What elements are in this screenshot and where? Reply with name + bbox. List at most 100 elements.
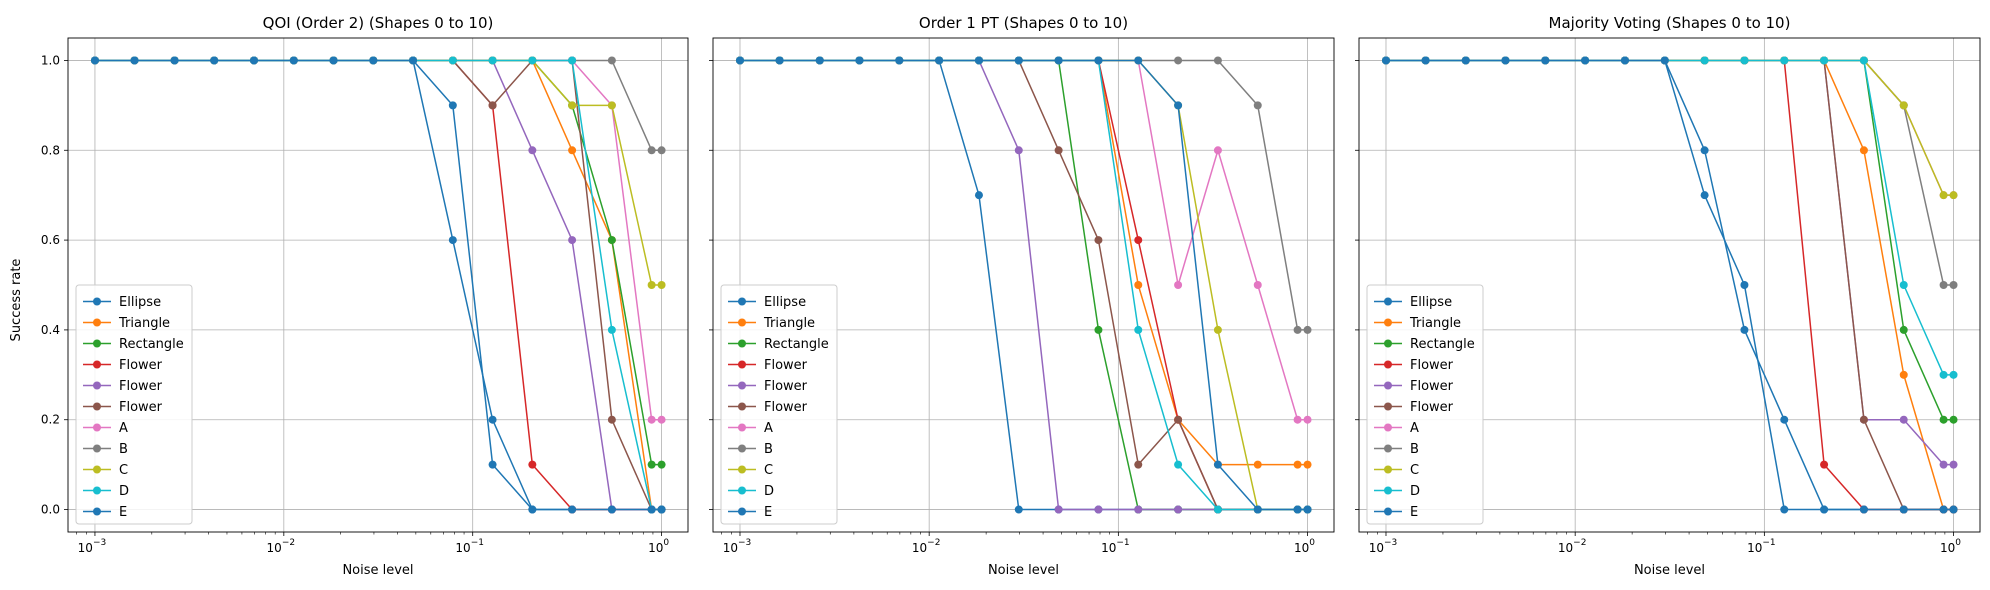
data-point (1253, 460, 1262, 469)
data-point (1014, 146, 1023, 155)
data-point (1134, 236, 1143, 245)
data-point (1303, 505, 1312, 514)
data-point (974, 191, 983, 200)
x-tick-label: 10−2 (912, 538, 941, 555)
data-point (1740, 325, 1749, 334)
data-point (1014, 505, 1023, 514)
data-point (607, 236, 616, 245)
data-point (1780, 415, 1789, 424)
data-point (1700, 146, 1709, 155)
data-point (1740, 281, 1749, 289)
legend-label: Flower (119, 358, 163, 373)
legend-entry: C (83, 463, 128, 478)
legend-marker (1384, 444, 1392, 453)
panels: QOI (Order 2) (Shapes 0 to 10) 0.0 0.2 0.4 0… (41, 14, 1981, 578)
legend: Ellipse Triangle Rectangle Flower Flower Flow… (720, 284, 838, 525)
data-point (1461, 56, 1470, 65)
data-point (568, 101, 577, 110)
data-point (488, 415, 497, 424)
data-point (1094, 56, 1103, 65)
data-point (249, 56, 258, 65)
data-point (657, 460, 666, 469)
data-point (528, 460, 537, 469)
x-tick-label: 10−1 (455, 538, 484, 555)
legend-label: Flower (119, 379, 163, 394)
series-10 (735, 56, 1312, 514)
legend-entry: Triangle (728, 316, 815, 331)
x-tick-base: 10 (648, 541, 663, 555)
data-point (1174, 101, 1183, 110)
legend-entry: Ellipse (728, 295, 806, 310)
data-point (1134, 460, 1143, 469)
data-point (528, 56, 537, 65)
data-point (647, 281, 656, 289)
legend-box (75, 284, 193, 525)
x-tick-base: 10 (1558, 541, 1573, 555)
x-tick-exponent: 0 (663, 538, 669, 548)
legend-entry: B (1374, 442, 1419, 457)
data-point (1949, 281, 1958, 289)
legend-marker (1384, 297, 1392, 306)
data-point (448, 236, 457, 245)
y-tick-label: 0.4 (41, 323, 60, 337)
data-point (130, 56, 139, 65)
data-point (1501, 56, 1510, 65)
data-point (1859, 56, 1868, 65)
legend-marker (1384, 423, 1392, 432)
legend-label: D (1410, 484, 1420, 499)
data-point (1293, 415, 1302, 424)
data-point (657, 281, 666, 289)
legend-marker (738, 402, 746, 411)
legend-entry: Ellipse (83, 295, 161, 310)
data-point (895, 56, 904, 65)
data-point (1939, 191, 1948, 200)
x-tick-exponent: −1 (1762, 538, 1775, 548)
legend-entry: Flower (728, 400, 808, 415)
legend-marker (738, 297, 746, 306)
data-point (1381, 56, 1390, 65)
data-point (329, 56, 338, 65)
legend-marker (93, 339, 101, 348)
data-point (1094, 505, 1103, 514)
data-point (448, 101, 457, 110)
data-point (657, 146, 666, 155)
legend-marker (1384, 318, 1392, 327)
data-point (1859, 146, 1868, 155)
legend-label: D (119, 484, 129, 499)
data-point (528, 146, 537, 155)
data-point (1899, 281, 1908, 289)
legend-label: Flower (1410, 358, 1454, 373)
x-axis-label: Noise level (1634, 563, 1705, 578)
data-point (1820, 505, 1829, 514)
data-point (607, 325, 616, 334)
data-point (1213, 325, 1222, 334)
legend-entry: Flower (1374, 358, 1454, 373)
chart-panel-2: Order 1 PT (Shapes 0 to 10)10−3 10−2 10−1 1… (709, 14, 1335, 578)
data-point (1094, 236, 1103, 245)
x-tick-base: 10 (455, 541, 470, 555)
data-point (647, 460, 656, 469)
legend-entry: Flower (83, 400, 163, 415)
data-point (568, 236, 577, 245)
x-tick-label: 100 (648, 538, 669, 555)
legend-marker (1384, 402, 1392, 411)
legend-entry: D (728, 484, 774, 499)
x-tick-base: 10 (912, 541, 927, 555)
series-7 (1381, 56, 1958, 289)
x-tick-base: 10 (1101, 541, 1116, 555)
data-point (1740, 56, 1749, 65)
data-point (448, 56, 457, 65)
legend-marker (93, 297, 101, 306)
x-tick-label: 10−2 (267, 538, 296, 555)
data-point (1134, 505, 1143, 514)
data-point (1939, 281, 1948, 289)
data-point (488, 101, 497, 110)
chart-panel-3: Majority Voting (Shapes 0 to 10)10−3 10−2… (1355, 14, 1981, 578)
data-point (1949, 370, 1958, 379)
legend-marker (738, 486, 746, 495)
data-point (1134, 325, 1143, 334)
chart-title: Order 1 PT (Shapes 0 to 10) (919, 14, 1128, 32)
x-tick-base: 10 (1747, 541, 1762, 555)
legend-marker (1384, 381, 1392, 390)
